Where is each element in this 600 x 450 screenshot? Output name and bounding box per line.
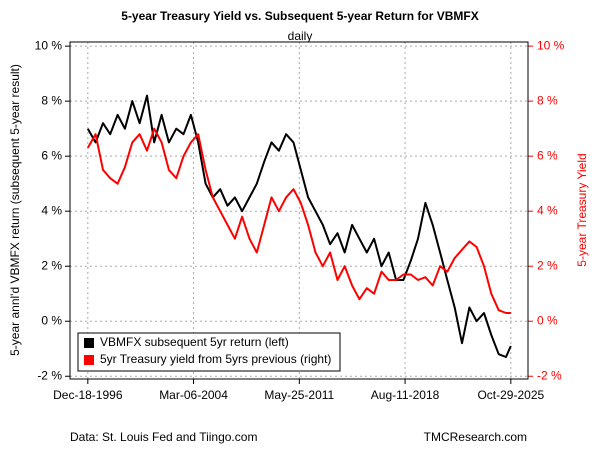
y-tick-label: 4 % <box>41 203 62 217</box>
plot-frame <box>69 41 529 380</box>
y-tick-label: 10 % <box>35 38 63 52</box>
x-tick-label: Oct-29-2025 <box>477 388 544 402</box>
y-axis-label: 5-year annl'd VBMFX return (subsequent 5… <box>8 64 22 356</box>
y-tick-label: 6 % <box>41 148 62 162</box>
legend-box <box>77 332 341 372</box>
y2-tick-label: 6 % <box>537 148 558 162</box>
legend-swatch <box>84 355 94 365</box>
source-note: Data: St. Louis Fed and Tiingo.com <box>70 430 257 444</box>
y-tick-label: 8 % <box>41 93 62 107</box>
chart-title: 5-year Treasury Yield vs. Subsequent 5-y… <box>121 9 478 23</box>
legend-swatch <box>84 338 94 348</box>
y2-tick-label: 10 % <box>537 38 565 52</box>
y-tick-label: -2 % <box>37 368 62 382</box>
legend-label: 5yr Treasury yield from 5yrs previous (r… <box>100 352 331 366</box>
y-tick-label: 0 % <box>41 313 62 327</box>
y2-tick-label: 2 % <box>537 258 558 272</box>
x-tick-label: Dec-18-1996 <box>53 388 123 402</box>
y-tick-label: 2 % <box>41 258 62 272</box>
y2-tick-label: 4 % <box>537 203 558 217</box>
series-line <box>86 127 511 314</box>
chart-subtitle: daily <box>288 29 313 43</box>
x-tick-label: May-25-2011 <box>264 388 334 402</box>
series-line <box>86 94 512 358</box>
y2-tick-label: 8 % <box>537 93 558 107</box>
y2-tick-label: 0 % <box>537 313 558 327</box>
y2-tick-label: -2 % <box>537 368 562 382</box>
x-tick-label: Aug-11-2018 <box>371 388 440 402</box>
credit-note: TMCResearch.com <box>424 430 527 444</box>
y2-axis-label: 5-year Treasury Yield <box>575 153 589 266</box>
x-tick-label: Mar-06-2004 <box>159 388 228 402</box>
legend-label: VBMFX subsequent 5yr return (left) <box>100 335 289 349</box>
